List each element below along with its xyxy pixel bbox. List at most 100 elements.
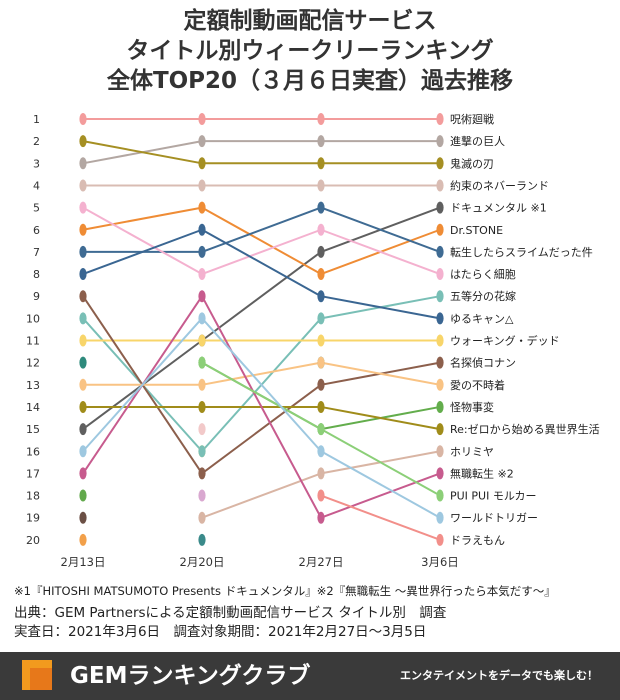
rank-label-10: 10 [26, 312, 40, 325]
series-point-4-4 [436, 179, 444, 192]
series-point-12-3 [317, 378, 325, 391]
series-point-8-2 [198, 268, 206, 281]
series-point-6-4 [436, 223, 444, 236]
series-point-19-1 [79, 445, 87, 458]
series-point-5-3 [317, 245, 325, 258]
series-point-3-2 [198, 157, 206, 170]
footer-bar: GEMランキングクラブ エンタテイメントをデータでも楽しむ！ [0, 652, 620, 700]
rank-label-11: 11 [26, 335, 40, 348]
footnote: ※1『HITOSHI MATSUMOTO Presents ドキュメンタル』※2… [14, 584, 556, 598]
series-point-13-1 [79, 378, 87, 391]
legend-label-10: ゆるキャン△ [450, 312, 514, 325]
extra-point-7-1 [79, 533, 87, 546]
series-point-19-4 [436, 511, 444, 524]
series-point-4-2 [198, 179, 206, 192]
extra-point-2-1 [198, 423, 206, 436]
source-line-2: 実査日：2021年3月6日 調査対象期間：2021年2月27日～3月5日 [14, 624, 427, 640]
rank-label-9: 9 [33, 290, 40, 303]
date-label-3: 2月27日 [299, 555, 344, 569]
series-line-14-1 [201, 361, 441, 431]
series-point-7-3 [317, 201, 325, 214]
source-line-1: 出典：GEM Partnersによる定額制動画配信サービス タイトル別 調査 [14, 605, 447, 621]
series-point-9-1 [79, 312, 87, 325]
chart-title: 定額制動画配信サービス タイトル別ウィークリーランキング 全体TOP20（３月６… [0, 6, 620, 96]
date-label-2: 2月20日 [180, 555, 225, 569]
footer-tagline: エンタテイメントをデータでも楽しむ！ [400, 669, 598, 682]
series-point-16-4 [436, 445, 444, 458]
series-point-8-3 [317, 223, 325, 236]
series-point-11-1 [79, 334, 87, 347]
series-point-12-2 [198, 467, 206, 480]
rank-label-8: 8 [33, 268, 40, 281]
legend-label-9: 五等分の花嫁 [450, 289, 516, 303]
rank-label-7: 7 [33, 246, 40, 259]
series-line-2-1 [82, 140, 440, 165]
rank-label-12: 12 [26, 357, 40, 370]
rank-label-4: 4 [33, 179, 40, 192]
rank-label-6: 6 [33, 224, 40, 237]
legend-label-17: 無職転生 ※2 [450, 466, 514, 480]
legend-label-2: 進撃の巨人 [450, 134, 505, 148]
series-point-6-2 [198, 201, 206, 214]
rank-label-2: 2 [33, 135, 40, 148]
series-point-13-4 [436, 378, 444, 391]
legend-label-14: 怪物事変 [450, 400, 494, 414]
series-point-2-3 [317, 135, 325, 148]
rank-label-1: 1 [33, 113, 40, 126]
series-point-10-2 [198, 223, 206, 236]
series-point-15-4 [436, 423, 444, 436]
series-point-16-3 [317, 467, 325, 480]
series-point-7-4 [436, 245, 444, 258]
footer-brand[interactable]: GEMランキングクラブ [70, 663, 311, 689]
series-point-18-3 [317, 423, 325, 436]
series-point-20-4 [436, 533, 444, 546]
legend-label-18: PUI PUI モルカー [450, 490, 537, 503]
series-point-20-3 [317, 489, 325, 502]
legend-label-3: 鬼滅の刃 [450, 156, 494, 170]
extra-point-8-1 [198, 533, 206, 546]
date-label-4: 3月6日 [421, 555, 459, 569]
series-point-10-3 [317, 290, 325, 303]
title-line-3: 全体TOP20（３月６日実査）過去推移 [106, 68, 514, 94]
source-info: 出典：GEM Partnersによる定額制動画配信サービス タイトル別 調査 実… [14, 604, 446, 642]
series-point-6-1 [79, 223, 87, 236]
series-line-19-1 [82, 317, 441, 519]
extra-point-6-1 [79, 511, 87, 524]
series-point-9-2 [198, 445, 206, 458]
gem-logo-icon [22, 660, 52, 690]
legend-label-4: 約束のネバーランド [450, 178, 549, 192]
series-point-1-1 [79, 113, 87, 125]
series-point-17-3 [317, 511, 325, 524]
series-point-15-2 [198, 400, 206, 413]
series-point-9-3 [317, 312, 325, 325]
series-point-15-3 [317, 400, 325, 413]
series-point-15-1 [79, 400, 87, 413]
series-point-5-1 [79, 423, 87, 436]
series-line-15-1 [83, 405, 441, 431]
rank-label-13: 13 [26, 379, 40, 392]
legend-label-6: Dr.STONE [450, 224, 503, 237]
legend-label-1: 呪術廻戦 [450, 113, 494, 126]
series-point-7-1 [79, 245, 87, 258]
rank-label-14: 14 [26, 401, 40, 414]
series-point-1-3 [317, 113, 325, 125]
series-point-8-4 [436, 268, 444, 281]
series-point-4-3 [317, 179, 325, 192]
series-line-7-1 [83, 206, 441, 253]
rank-label-3: 3 [33, 157, 40, 170]
series-point-16-2 [198, 511, 206, 524]
series-point-3-4 [436, 157, 444, 170]
series-point-1-2 [198, 113, 206, 125]
series-point-10-1 [79, 268, 87, 281]
rank-label-20: 20 [26, 534, 40, 547]
series-point-11-2 [198, 334, 206, 347]
legend-label-11: ウォーキング・デッド [450, 334, 560, 348]
series-point-14-4 [436, 400, 444, 413]
series-line-3-1 [82, 140, 440, 165]
date-label-1: 2月13日 [61, 555, 106, 569]
series-point-10-4 [436, 312, 444, 325]
series-point-19-2 [198, 312, 206, 325]
series-point-2-1 [79, 157, 87, 170]
series-point-7-2 [198, 245, 206, 258]
